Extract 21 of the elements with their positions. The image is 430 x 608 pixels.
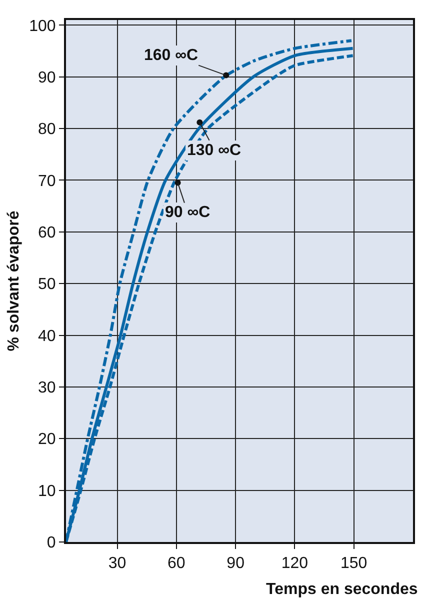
y-tick-label: 0: [46, 534, 56, 552]
y-tick-label: 70: [38, 172, 56, 190]
x-tick-label: 60: [168, 555, 186, 572]
y-tick-label: 100: [29, 18, 56, 35]
y-tick-label: 40: [38, 328, 56, 345]
y-tick-label: 10: [38, 482, 56, 500]
x-tick-label: 30: [108, 555, 126, 572]
y-tick-label: 60: [38, 224, 56, 242]
x-axis-title: Temps en secondes: [266, 581, 418, 598]
x-tick-label: 90: [226, 555, 245, 572]
annotation: 90 ∞C: [165, 204, 211, 221]
y-tick-label: 30: [38, 380, 56, 397]
x-tick-label: 150: [340, 555, 368, 572]
annotation: 130 ∞C: [187, 142, 242, 159]
y-axis-title: % solvant évaporé: [5, 210, 22, 352]
annotation: 160 ∞C: [144, 47, 199, 64]
x-tick-label: 120: [281, 555, 308, 572]
y-tick-label: 20: [38, 431, 56, 448]
y-tick-label: 50: [38, 276, 56, 294]
y-tick-label: 90: [38, 69, 56, 86]
y-tick-label: 80: [38, 121, 56, 138]
